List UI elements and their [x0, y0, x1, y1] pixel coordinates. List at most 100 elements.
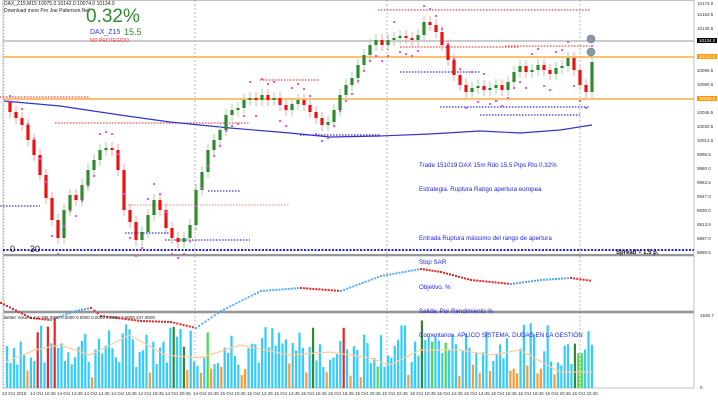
volume-bar: [478, 372, 481, 388]
oscillator-dot: [18, 311, 20, 313]
oscillator-dot: [525, 281, 527, 283]
parabolic-sar-dot: [482, 72, 486, 76]
volume-bar: [131, 339, 134, 388]
volume-bar: [91, 377, 94, 388]
oscillator-dot: [247, 296, 250, 299]
note-line: Objetivo. %: [419, 283, 451, 291]
volume-bar: [118, 362, 121, 388]
volume-bar: [101, 353, 104, 388]
volume-bar: [410, 361, 413, 388]
volume-bar: [590, 344, 593, 388]
candle-body: [26, 125, 30, 140]
parabolic-sar-dot: [560, 48, 564, 52]
parabolic-sar-dot: [566, 40, 570, 44]
parabolic-sar-dot: [62, 224, 66, 228]
parabolic-sar-dot: [140, 246, 144, 250]
oscillator-dot: [440, 271, 442, 273]
candle-body: [566, 58, 570, 66]
volume-bar: [346, 349, 349, 388]
oscillator-dot: [467, 278, 469, 281]
oscillator-dot: [284, 288, 287, 291]
candle-body: [392, 38, 396, 40]
parabolic-sar-dot: [32, 137, 36, 141]
volume-bar: [247, 348, 250, 388]
oscillator-dot: [543, 278, 545, 281]
oscillator-dot: [370, 278, 373, 281]
candle-body: [416, 35, 420, 40]
time-axis-label: 14 Oct 16:45: [111, 391, 137, 396]
volume-bar: [278, 332, 281, 388]
volume-bar: [111, 348, 114, 388]
oscillator-dot: [336, 289, 339, 292]
price-axis-label: 10163.5: [697, 12, 714, 17]
protection-status: NO PROTEGIDO: [90, 38, 129, 44]
candle-body: [290, 104, 294, 110]
volume-bar: [516, 373, 519, 388]
oscillator-dot: [401, 271, 404, 274]
oscillator-dot: [278, 288, 281, 291]
oscillator-dot: [103, 315, 106, 318]
oscillator-dot: [47, 318, 50, 321]
note-line: Trade 151019 DAX 15m Rdo 15.5 Pips Rto 0…: [419, 162, 557, 170]
volume-axis-max: 1536.7: [700, 313, 714, 318]
volume-bar: [526, 365, 529, 388]
moving-average-line: [3, 100, 593, 138]
oscillator-dot: [0, 302, 2, 304]
oscillator-dot: [223, 308, 226, 311]
candle-body: [266, 95, 270, 100]
volume-bar: [203, 357, 206, 388]
volume-bar: [172, 326, 175, 388]
oscillator-dot: [315, 288, 318, 291]
oscillator-dot: [50, 319, 52, 321]
volume-bar: [556, 362, 559, 388]
candle-body: [404, 36, 408, 38]
volume-bar: [420, 320, 423, 388]
volume-bar: [29, 357, 32, 388]
volume-bar: [437, 340, 440, 388]
candle-body: [344, 85, 348, 95]
parabolic-sar-dot: [74, 214, 78, 218]
parabolic-sar-dot: [56, 252, 60, 256]
oscillator-dot: [293, 287, 296, 290]
parabolic-sar-dot: [362, 69, 366, 73]
candle-body: [182, 238, 186, 242]
volume-bar: [584, 349, 587, 388]
volume-bar: [288, 363, 291, 388]
time-axis-label: 15 Oct 22:45: [382, 391, 408, 396]
oscillator-dot: [531, 280, 533, 283]
oscillator-dot: [250, 294, 253, 297]
volume-bar: [267, 347, 270, 388]
oscillator-dot: [56, 316, 59, 319]
parabolic-sar-dot: [272, 80, 276, 84]
parabolic-sar-dot: [104, 130, 108, 134]
candle-body: [482, 86, 486, 90]
parabolic-sar-dot: [368, 59, 372, 63]
oscillator-dot: [244, 297, 247, 300]
candle-body: [536, 65, 540, 70]
oscillator-dot: [155, 320, 157, 323]
volume-bar: [485, 331, 488, 388]
oscillator-dot: [376, 276, 379, 279]
oscillator-dot: [582, 278, 585, 281]
candle-body: [224, 115, 228, 130]
note-line: Entrada Ruptura máscimo del rango de ape…: [419, 235, 552, 243]
candle-body: [386, 40, 390, 45]
oscillator-dot: [185, 324, 188, 327]
parabolic-sar-dot: [44, 180, 48, 184]
parabolic-sar-dot: [440, 27, 444, 31]
candle-body: [80, 185, 84, 200]
chart-subtitle: Download more Pro Joe Patterson.Net: [4, 8, 90, 14]
oscillator-dot: [503, 282, 506, 285]
volume-bar: [16, 364, 19, 388]
volume-bar: [104, 345, 107, 388]
oscillator-dot: [71, 311, 74, 314]
volume-bar: [352, 346, 355, 388]
oscillator-dot: [413, 269, 416, 272]
time-axis-label: 15 Oct 12:45: [247, 391, 273, 396]
parabolic-sar-dot: [92, 174, 96, 178]
oscillator-dot: [287, 287, 290, 290]
parabolic-sar-dot: [134, 254, 138, 258]
oscillator-dot: [482, 280, 485, 283]
